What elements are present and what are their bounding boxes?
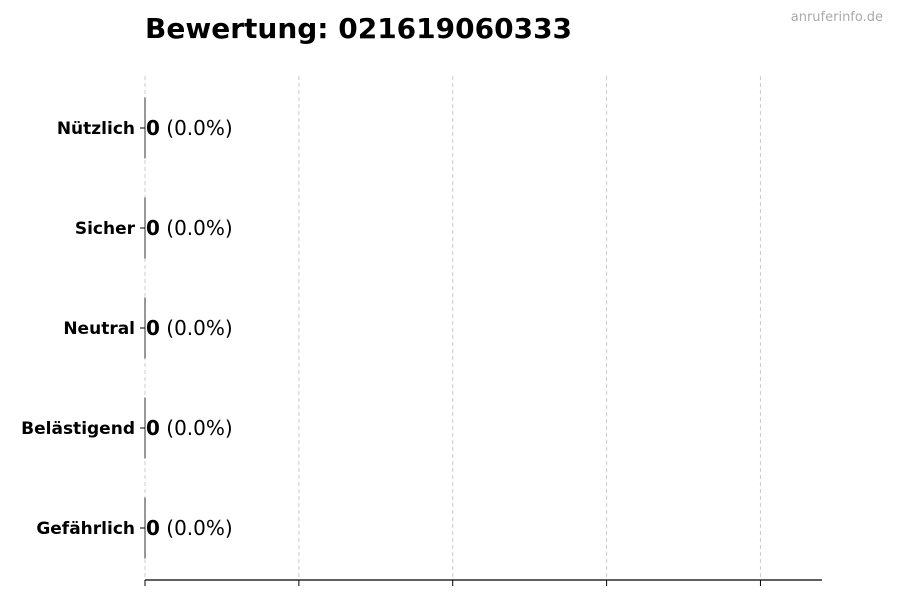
y-tick-label: Sicher (75, 219, 136, 239)
data-label-percent: (0.0%) (160, 516, 233, 540)
data-label: 0 (0.0%) (146, 316, 233, 340)
data-label-count: 0 (146, 316, 160, 340)
data-label-percent: (0.0%) (160, 216, 233, 240)
data-label-percent: (0.0%) (160, 416, 233, 440)
y-tick-label: Gefährlich (36, 519, 135, 539)
chart-title: Bewertung: 021619060333 (145, 12, 573, 45)
y-tick-label: Neutral (63, 319, 135, 339)
watermark: anruferinfo.de (790, 10, 883, 25)
data-label: 0 (0.0%) (146, 116, 233, 140)
data-label-count: 0 (146, 416, 160, 440)
data-label: 0 (0.0%) (146, 216, 233, 240)
data-label-count: 0 (146, 516, 160, 540)
y-tick-label: Belästigend (21, 419, 135, 439)
data-label-percent: (0.0%) (160, 116, 233, 140)
data-label-count: 0 (146, 216, 160, 240)
data-label: 0 (0.0%) (146, 516, 233, 540)
data-label-percent: (0.0%) (160, 316, 233, 340)
y-tick-label: Nützlich (57, 119, 135, 139)
data-label: 0 (0.0%) (146, 416, 233, 440)
data-label-count: 0 (146, 116, 160, 140)
